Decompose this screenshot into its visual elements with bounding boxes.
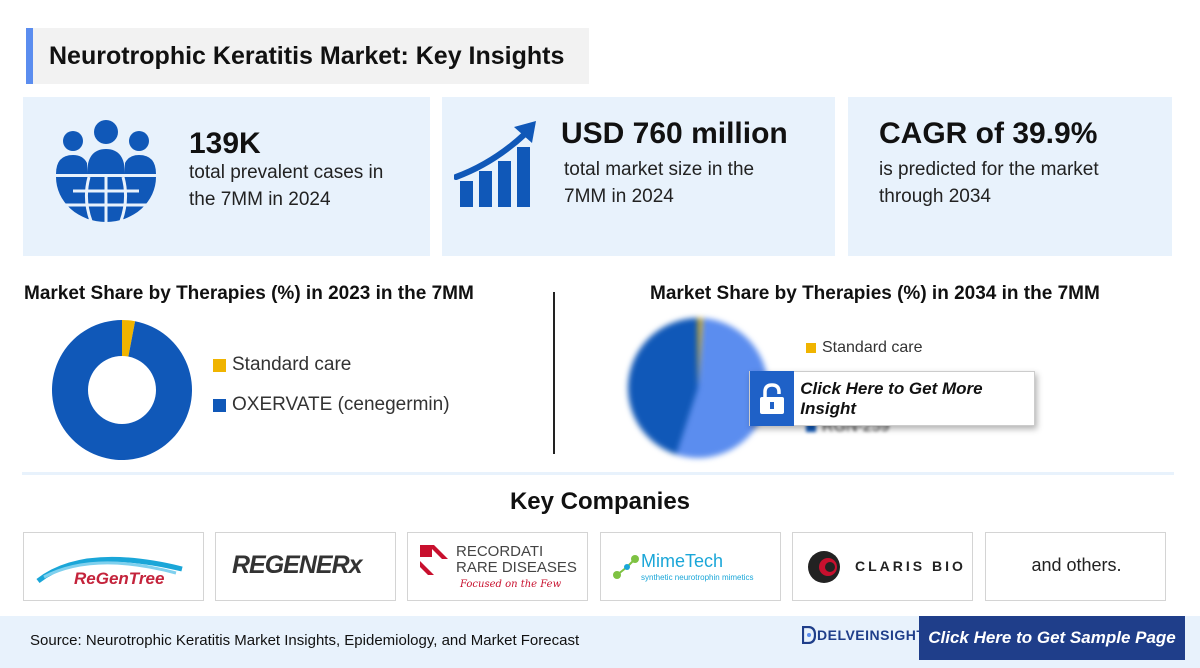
sample-page-label: Click Here to Get Sample Page	[928, 628, 1176, 647]
key-companies-title: Key Companies	[509, 488, 691, 515]
pie-slice	[628, 318, 698, 455]
legend-item: Standard care	[213, 354, 351, 376]
brand-name: DELVEINSIGHT	[817, 627, 926, 643]
company-name: RECORDATI	[456, 543, 544, 560]
delveinsight-mark-icon	[802, 626, 816, 644]
legend-item: Standard care	[806, 339, 923, 357]
company-logo-regentree: ReGenTree	[23, 532, 204, 601]
chart-divider	[553, 292, 555, 454]
molecule-icon	[613, 555, 639, 579]
company-logo-mimetech: MimeTech synthetic neurotrophin mimetics	[600, 532, 781, 601]
pie-slice	[698, 318, 703, 388]
donut-chart-2023	[52, 320, 192, 460]
company-name: MimeTech	[641, 551, 724, 571]
pie-chart-2034	[628, 318, 768, 458]
company-name: ReGenTree	[74, 569, 165, 588]
legend-swatch	[213, 398, 226, 412]
legend-swatch	[806, 343, 816, 353]
legend-label: OXERVATE (cenegermin)	[232, 394, 450, 415]
donut-hole	[88, 356, 156, 424]
chart-title-2023: Market Share by Therapies (%) in 2023 in…	[24, 283, 474, 304]
page-title: Neurotrophic Keratitis Market: Key Insig…	[49, 41, 565, 70]
stat-desc-line2: the 7MM in 2024	[189, 189, 331, 210]
company-logo-regenerx: REGENERx	[215, 532, 396, 601]
delveinsight-logo: DELVEINSIGHT	[802, 626, 925, 644]
more-insight-label: Click Here to Get More Insight	[800, 378, 983, 418]
company-others: and others.	[985, 532, 1166, 601]
people-globe-icon	[56, 120, 156, 223]
claris-mark-icon	[808, 551, 840, 583]
source-text: Source: Neurotrophic Keratitis Market In…	[30, 632, 580, 649]
company-logo-recordati: RECORDATI RARE DISEASES Focused on the F…	[407, 532, 588, 601]
legend-item: OXERVATE (cenegermin)	[213, 394, 450, 416]
others-label: and others.	[1031, 555, 1122, 575]
chart-title-2034: Market Share by Therapies (%) in 2034 in…	[650, 283, 1100, 304]
company-logo-claris-bio: CLARIS BIO	[792, 532, 973, 601]
stat-desc-line1: is predicted for the market	[879, 159, 1099, 180]
stat-card-prevalence: 139K total prevalent cases in the 7MM in…	[23, 97, 430, 256]
growth-chart-icon	[454, 121, 536, 207]
stat-desc-line1: total market size in the	[564, 159, 755, 180]
stat-desc-line1: total prevalent cases in	[189, 162, 384, 183]
company-subname: RARE DISEASES	[456, 559, 577, 576]
section-divider	[22, 472, 1174, 475]
pie-slice	[676, 318, 768, 458]
regentree-swoosh-icon	[36, 556, 183, 583]
company-tagline: synthetic neurotrophin mimetics	[641, 573, 754, 582]
legend-swatch	[806, 422, 816, 432]
stat-desc-line2: 7MM in 2024	[564, 186, 674, 207]
legend-label: Standard care	[232, 354, 352, 375]
stat-value: 139K	[189, 127, 261, 160]
recordati-mark-icon	[420, 545, 448, 575]
stat-card-market-size: USD 760 million total market size in the…	[442, 97, 835, 256]
stat-value: CAGR of 39.9%	[879, 117, 1098, 150]
legend-swatch	[213, 358, 226, 372]
company-name: CLARIS BIO	[855, 558, 966, 574]
more-insight-button[interactable]: Click Here to Get More Insight	[749, 371, 1035, 426]
lock-icon	[750, 371, 795, 426]
stat-card-cagr: CAGR of 39.9% is predicted for the marke…	[848, 97, 1172, 256]
stat-desc-line2: through 2034	[879, 186, 991, 207]
company-name: REGENERx	[232, 551, 363, 579]
legend-label: Standard care	[822, 339, 923, 356]
stat-value: USD 760 million	[561, 117, 788, 150]
title-bar: Neurotrophic Keratitis Market: Key Insig…	[26, 28, 589, 84]
sample-page-button[interactable]: Click Here to Get Sample Page	[919, 616, 1185, 660]
company-tagline: Focused on the Few	[460, 579, 562, 590]
